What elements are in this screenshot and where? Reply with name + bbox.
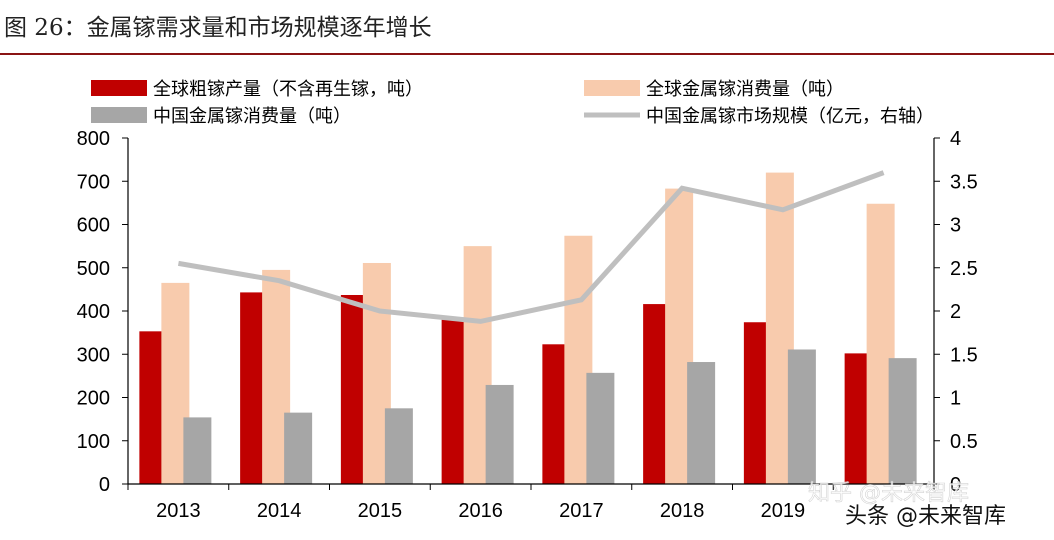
y-left-tick-label: 800 xyxy=(77,128,110,150)
y-right-tick-label: 4 xyxy=(950,128,961,150)
y-right-tick-label: 0 xyxy=(950,474,961,496)
y-left-tick-label: 500 xyxy=(77,258,110,280)
bar-china-consumption-2020 xyxy=(888,358,917,484)
watermark-toutiao: 头条 @未来智库 xyxy=(845,504,1006,529)
bar-china-consumption-2019 xyxy=(787,349,816,484)
bar-china-consumption-2016 xyxy=(485,384,514,484)
y-left-tick-label: 700 xyxy=(77,171,110,193)
y-right-tick-label: 1 xyxy=(950,388,961,410)
axes-layer: 0 100 200 300 400 500 600 700 800 0 0.5 1 1.5 2 2.5 3 3.… xyxy=(77,128,978,522)
legend-label-0: 全球粗镓产量（不含再生镓，吨） xyxy=(153,79,423,100)
x-tick-label-2018: 2018 xyxy=(660,500,705,522)
y-left-tick-label: 300 xyxy=(77,344,110,366)
y-right-tick-label: 2 xyxy=(950,301,961,323)
bar-china-consumption-2014 xyxy=(284,412,313,484)
bar-china-consumption-2015 xyxy=(384,408,413,484)
figure-title: 图 26：金属镓需求量和市场规模逐年增长 xyxy=(4,15,432,41)
bar-china-consumption-2017 xyxy=(586,372,615,484)
y-left-tick-label: 0 xyxy=(99,474,110,496)
y-left-tick-label: 100 xyxy=(77,431,110,453)
legend-swatch-0 xyxy=(91,80,147,96)
bar-china-consumption-2018 xyxy=(687,362,716,484)
title-divider xyxy=(0,53,1054,55)
x-tick-label-2015: 2015 xyxy=(358,500,403,522)
legend-swatch-1 xyxy=(584,80,640,96)
y-right-tick-label: 0.5 xyxy=(950,431,978,453)
legend: 全球粗镓产量（不含再生镓，吨） 全球金属镓消费量（吨） 中国金属镓消费量（吨） 中国金… xyxy=(91,79,934,127)
y-right-tick-label: 3.5 xyxy=(950,171,978,193)
x-tick-label-2019: 2019 xyxy=(761,500,806,522)
y-left-tick-label: 400 xyxy=(77,301,110,323)
x-tick-label-2013: 2013 xyxy=(156,500,201,522)
y-right-tick-label: 3 xyxy=(950,215,961,237)
bars-layer xyxy=(139,172,917,485)
x-tick-label-2017: 2017 xyxy=(559,500,604,522)
legend-label-3: 中国金属镓市场规模（亿元，右轴） xyxy=(646,106,934,127)
legend-swatch-2 xyxy=(91,107,147,123)
line-layer xyxy=(177,170,885,324)
x-tick-label-2016: 2016 xyxy=(458,500,503,522)
line-market-size xyxy=(177,170,885,324)
watermark-zhihu: 知乎 @未来智库 xyxy=(808,481,969,506)
bar-china-consumption-2013 xyxy=(183,417,212,484)
y-left-tick-label: 200 xyxy=(77,388,110,410)
x-tick-label-2014: 2014 xyxy=(257,500,302,522)
y-right-tick-label: 2.5 xyxy=(950,258,978,280)
y-left-tick-label: 600 xyxy=(77,215,110,237)
y-right-tick-label: 1.5 xyxy=(950,344,978,366)
legend-label-1: 全球金属镓消费量（吨） xyxy=(646,79,844,100)
legend-label-2: 中国金属镓消费量（吨） xyxy=(153,106,351,127)
